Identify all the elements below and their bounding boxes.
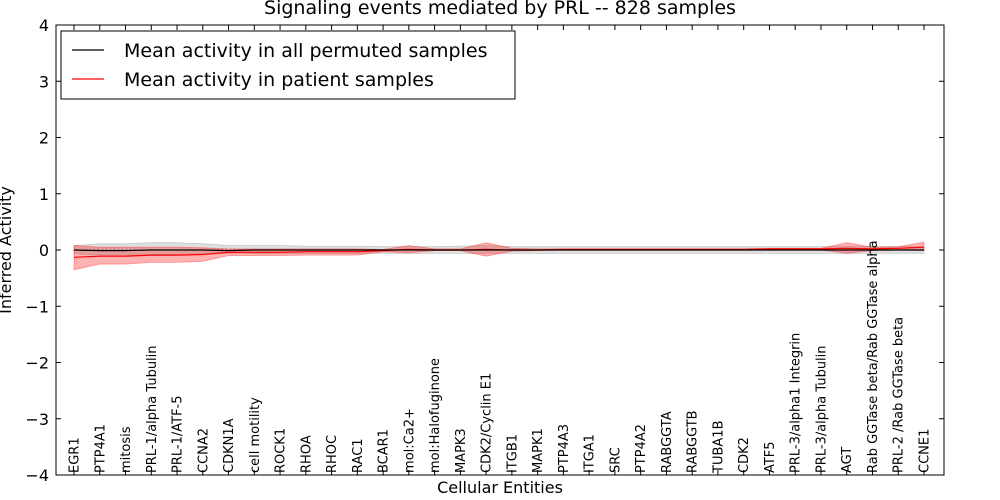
category-label: ATF5 — [763, 441, 778, 473]
series-lines — [73, 246, 925, 258]
y-tick-label: 2 — [39, 129, 49, 148]
category-label: PRL-3/alpha1 Integrin — [789, 333, 804, 473]
category-label: BCAR1 — [377, 429, 392, 473]
y-tick-label: 3 — [39, 72, 49, 91]
category-label: CDK2/Cyclin E1 — [480, 373, 495, 473]
category-label: PRL-1/ATF-5 — [171, 395, 186, 473]
category-label: PTP4A1 — [93, 424, 108, 473]
y-tick-label: −4 — [25, 466, 49, 485]
line-series-0 — [73, 249, 924, 252]
category-label: MAPK3 — [454, 428, 469, 473]
y-axis-title: Inferred Activity — [0, 186, 15, 314]
category-label: SRC — [608, 447, 623, 473]
legend: Mean activity in all permuted samples Me… — [60, 30, 516, 100]
category-label: PRL-2 /Rab GGTase beta — [892, 317, 907, 473]
y-tick-label: 1 — [39, 185, 49, 204]
y-tick-label: −3 — [25, 410, 49, 429]
category-label: cell motility — [248, 397, 263, 473]
y-axis-ticks: 4 3 2 1 0 −1 −2 −3 −4 — [25, 16, 944, 485]
chart-title: Signaling events mediated by PRL -- 828 … — [264, 0, 736, 19]
x-axis-title: Cellular Entities — [437, 478, 563, 497]
category-label: PTP4A3 — [557, 424, 572, 473]
category-label: mitosis — [119, 426, 134, 473]
category-label: ROCK1 — [274, 428, 289, 473]
legend-box — [60, 30, 516, 100]
category-label: CDK2 — [737, 437, 752, 473]
y-tick-label: −2 — [25, 354, 49, 373]
category-label: RAC1 — [351, 438, 366, 473]
category-label: AGT — [840, 447, 855, 473]
category-label: ITGB1 — [505, 434, 520, 473]
category-labels: EGR1 PTP4A1 mitosis PRL-1/alpha Tubulin PRL-… — [68, 25, 933, 475]
category-label: mol:Halofuginone — [428, 358, 443, 473]
category-label: PRL-1/alpha Tubulin — [145, 345, 160, 473]
category-label: mol:Ca2+ — [402, 408, 417, 473]
category-label: RHOA — [299, 435, 314, 473]
plot-frame — [55, 24, 945, 476]
category-label: EGR1 — [68, 437, 83, 473]
y-tick-label: −1 — [25, 297, 49, 316]
y-tick-label: 4 — [39, 16, 49, 35]
category-label: CCNE1 — [918, 429, 933, 473]
category-label: CCNA2 — [196, 428, 211, 473]
category-label: RABGGTB — [686, 410, 701, 473]
legend-label-patient: Mean activity in patient samples — [124, 69, 434, 91]
category-label: CDKN1A — [222, 418, 237, 473]
category-label: PRL-3/alpha Tubulin — [815, 345, 830, 473]
category-label: RHOC — [325, 435, 340, 473]
category-label: TUBA1B — [711, 420, 726, 473]
legend-label-permuted: Mean activity in all permuted samples — [124, 40, 487, 62]
category-label: PTP4A2 — [634, 424, 649, 473]
category-label: RABGGTA — [660, 411, 675, 473]
y-tick-label: 0 — [39, 241, 49, 260]
category-label: ITGA1 — [583, 434, 598, 473]
category-label: MAPK1 — [531, 428, 546, 473]
category-label: Rab GGTase beta/Rab GGTase alpha — [866, 240, 881, 473]
confidence-bands — [73, 241, 925, 271]
